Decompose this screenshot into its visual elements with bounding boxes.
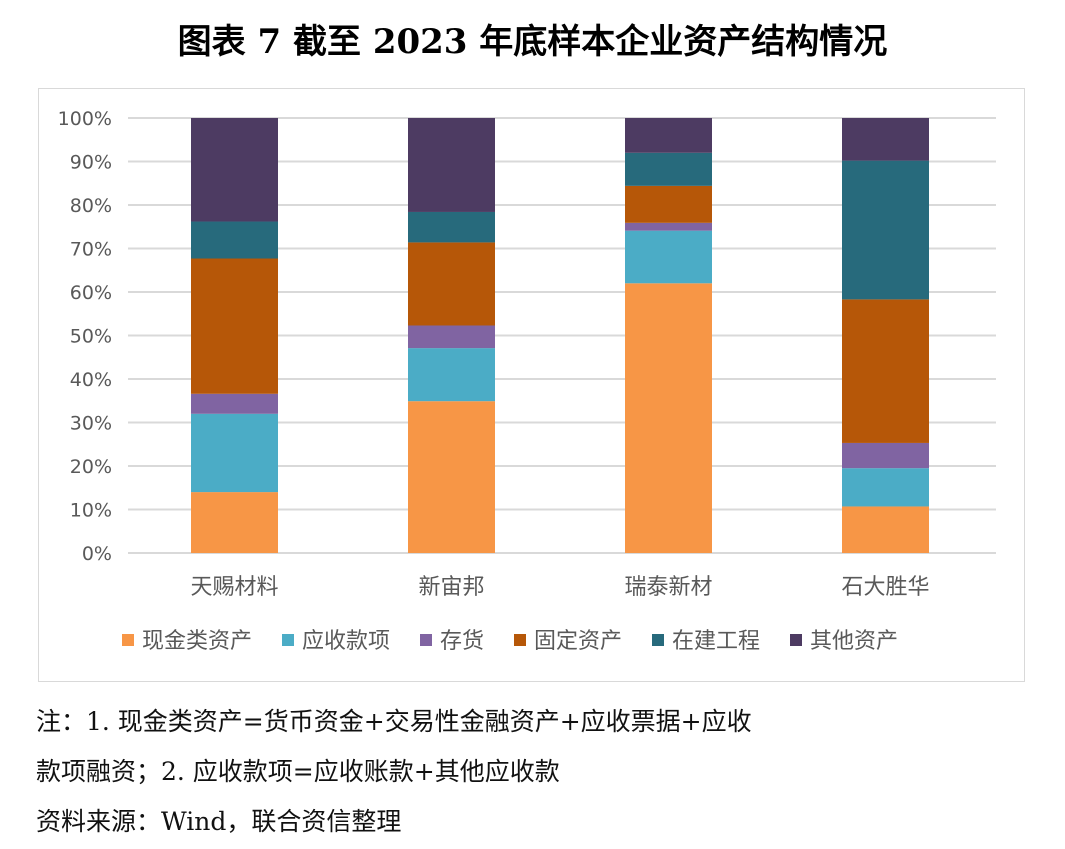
bar-segment xyxy=(842,506,929,553)
note-line-2: 款项融资；2. 应收款项=应收账款+其他应收款 xyxy=(36,757,560,786)
y-tick-label: 20% xyxy=(70,456,112,478)
source-note: 资料来源：Wind，联合资信整理 xyxy=(36,807,402,836)
legend-swatch xyxy=(790,634,802,646)
chart-title: 图表 7 截至 2023 年底样本企业资产结构情况 xyxy=(177,22,888,62)
bar-segment xyxy=(191,221,278,259)
legend-label: 其他资产 xyxy=(810,629,898,654)
x-category-label: 天赐材料 xyxy=(190,575,278,600)
y-tick-label: 50% xyxy=(70,326,112,348)
bar-segment xyxy=(408,242,495,326)
bar-segment xyxy=(408,348,495,402)
bar-segment xyxy=(625,152,712,186)
legend-label: 固定资产 xyxy=(534,629,622,654)
bar-segment xyxy=(842,299,929,443)
y-tick-label: 90% xyxy=(70,152,112,174)
bar-segment xyxy=(625,230,712,284)
bar-segment xyxy=(191,413,278,493)
bar-segment xyxy=(408,401,495,553)
bar-segment xyxy=(842,442,929,469)
bar-segment xyxy=(191,393,278,414)
bar-segment xyxy=(842,118,929,161)
legend-swatch xyxy=(282,634,294,646)
legend-swatch xyxy=(420,634,432,646)
x-category-label: 石大胜华 xyxy=(841,575,929,600)
legend-swatch xyxy=(122,634,134,646)
y-tick-label: 10% xyxy=(70,500,112,522)
bar-segment xyxy=(191,492,278,553)
bar-segment xyxy=(408,211,495,243)
legend-swatch xyxy=(652,634,664,646)
y-tick-label: 30% xyxy=(70,413,112,435)
bar-segment xyxy=(191,118,278,222)
bar-segment xyxy=(625,283,712,553)
x-category-label: 新宙邦 xyxy=(418,575,484,600)
note-line-1: 注：1. 现金类资产=货币资金+交易性金融资产+应收票据+应收 xyxy=(36,707,752,736)
y-tick-label: 40% xyxy=(70,369,112,391)
legend-swatch xyxy=(514,634,526,646)
legend-label: 应收款项 xyxy=(302,629,390,654)
legend-label: 现金类资产 xyxy=(142,629,252,654)
stacked-bar-chart: 0% 10% 20% 30% 40% 50% 60% 70% 80% 90% 100% 天赐材料 新宙邦… xyxy=(58,108,996,654)
x-category-label: 瑞泰新材 xyxy=(624,575,712,600)
bar-segment xyxy=(842,160,929,300)
bar-segment xyxy=(625,222,712,231)
y-tick-label: 0% xyxy=(82,543,112,565)
y-tick-label: 100% xyxy=(58,108,112,130)
y-tick-label: 70% xyxy=(70,239,112,261)
bar-segment xyxy=(625,118,712,153)
chart-frame xyxy=(38,88,1025,682)
bar-segment xyxy=(408,118,495,212)
y-tick-label: 60% xyxy=(70,282,112,304)
bar-segment xyxy=(842,468,929,507)
bar-segment xyxy=(191,258,278,394)
bar-segment xyxy=(625,185,712,223)
legend-label: 存货 xyxy=(440,629,484,654)
bar-segment xyxy=(408,325,495,349)
y-tick-label: 80% xyxy=(70,195,112,217)
legend-label: 在建工程 xyxy=(672,629,760,654)
